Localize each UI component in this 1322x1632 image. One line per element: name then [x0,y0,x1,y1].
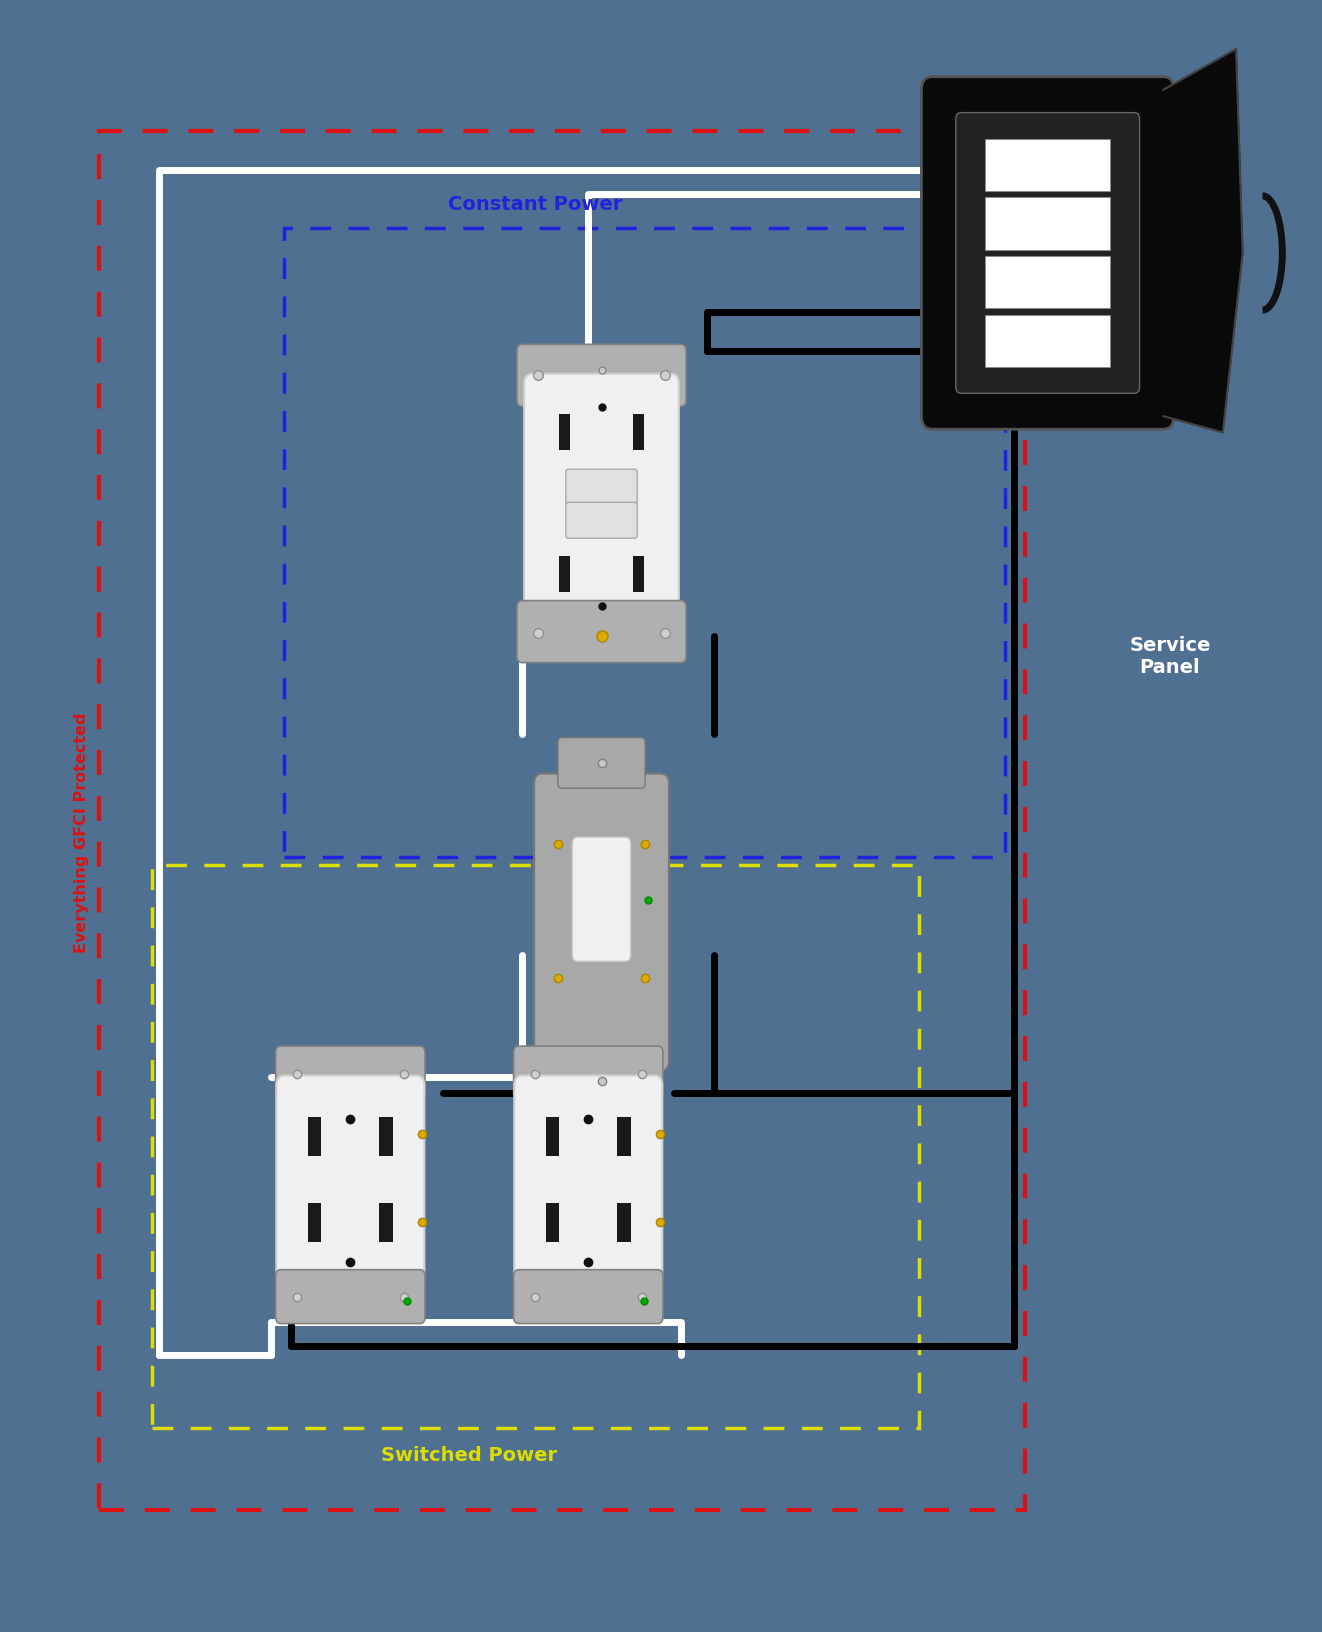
FancyBboxPatch shape [513,1046,664,1100]
FancyBboxPatch shape [276,1046,426,1100]
FancyBboxPatch shape [956,113,1140,393]
FancyBboxPatch shape [572,837,631,961]
Bar [152,865,919,1428]
Bar [379,1116,393,1155]
FancyBboxPatch shape [276,1270,426,1324]
FancyBboxPatch shape [513,1270,664,1324]
Text: Switched Power: Switched Power [381,1446,558,1466]
Bar [546,1116,559,1155]
Bar [633,415,645,450]
FancyBboxPatch shape [558,1056,645,1106]
Bar [985,315,1110,367]
Text: Everything GFCI Protected: Everything GFCI Protected [74,712,90,953]
Bar [617,1116,631,1155]
FancyBboxPatch shape [534,774,669,1071]
Bar [308,1203,321,1242]
Bar [985,256,1110,308]
FancyBboxPatch shape [921,77,1174,429]
Bar [284,228,1005,857]
Polygon shape [1163,49,1243,432]
FancyBboxPatch shape [524,374,680,630]
Text: Constant Power: Constant Power [448,194,623,214]
Bar [617,1203,631,1242]
Bar [633,557,645,592]
FancyBboxPatch shape [517,344,686,406]
Bar [546,1203,559,1242]
FancyBboxPatch shape [566,503,637,539]
Bar [985,197,1110,250]
Bar [379,1203,393,1242]
FancyBboxPatch shape [276,1075,424,1291]
FancyBboxPatch shape [517,601,686,663]
Bar [558,557,571,592]
FancyBboxPatch shape [514,1075,662,1291]
Bar [99,131,1025,1510]
Text: Service
Panel: Service Panel [1129,636,1211,677]
Bar [558,415,571,450]
FancyBboxPatch shape [566,470,637,506]
FancyBboxPatch shape [558,738,645,788]
Bar [985,139,1110,191]
Bar [308,1116,321,1155]
